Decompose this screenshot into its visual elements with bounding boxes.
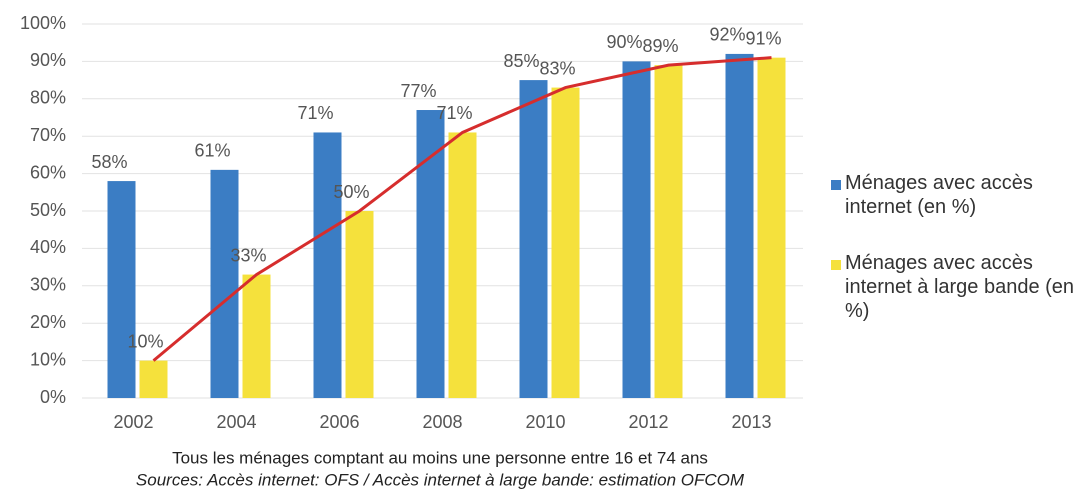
bar bbox=[107, 181, 136, 398]
bar bbox=[551, 87, 580, 398]
x-tick-label: 2004 bbox=[216, 412, 256, 432]
y-tick-label: 90% bbox=[30, 50, 66, 70]
value-label: 92% bbox=[709, 25, 745, 45]
y-tick-label: 40% bbox=[30, 237, 66, 257]
value-label: 71% bbox=[297, 103, 333, 123]
legend-swatch bbox=[831, 180, 841, 190]
bar bbox=[345, 211, 374, 398]
x-tick-label: 2013 bbox=[731, 412, 771, 432]
legend-label: Ménages avec accès internet (en %) bbox=[845, 172, 1033, 218]
value-label: 33% bbox=[230, 245, 266, 265]
x-tick-label: 2008 bbox=[422, 412, 462, 432]
bar bbox=[757, 57, 786, 398]
bar bbox=[519, 80, 548, 398]
y-tick-label: 0% bbox=[40, 387, 66, 407]
value-label: 89% bbox=[642, 36, 678, 56]
bar bbox=[313, 132, 342, 398]
legend-label: Ménages avec accès internet à large band… bbox=[845, 252, 1075, 322]
y-tick-label: 20% bbox=[30, 312, 66, 332]
value-label: 83% bbox=[539, 58, 575, 78]
value-label: 85% bbox=[503, 51, 539, 71]
value-label: 91% bbox=[745, 28, 781, 48]
bar bbox=[622, 61, 651, 399]
bar bbox=[416, 110, 445, 399]
y-tick-label: 10% bbox=[30, 349, 66, 369]
source: Sources: Accès internet: OFS / Accès int… bbox=[136, 470, 745, 489]
value-label: 50% bbox=[333, 182, 369, 202]
x-tick-label: 2002 bbox=[113, 412, 153, 432]
x-tick-label: 2006 bbox=[319, 412, 359, 432]
y-tick-label: 50% bbox=[30, 200, 66, 220]
value-label: 77% bbox=[400, 81, 436, 101]
y-tick-label: 60% bbox=[30, 162, 66, 182]
value-label: 58% bbox=[91, 152, 127, 172]
value-label: 10% bbox=[127, 331, 163, 351]
legend-entry: Ménages avec accès internet à large band… bbox=[845, 252, 1075, 322]
bar bbox=[725, 53, 754, 399]
bar bbox=[210, 169, 239, 398]
bar bbox=[242, 274, 271, 398]
value-label: 90% bbox=[606, 32, 642, 52]
note: Tous les ménages comptant au moins une p… bbox=[172, 448, 708, 467]
value-label: 71% bbox=[436, 103, 472, 123]
bar bbox=[448, 132, 477, 398]
y-tick-label: 80% bbox=[30, 88, 66, 108]
legend-swatch bbox=[831, 260, 841, 270]
y-tick-label: 70% bbox=[30, 125, 66, 145]
x-tick-label: 2010 bbox=[525, 412, 565, 432]
y-tick-label: 100% bbox=[20, 13, 66, 33]
y-tick-label: 30% bbox=[30, 275, 66, 295]
x-tick-label: 2012 bbox=[628, 412, 668, 432]
value-label: 61% bbox=[194, 141, 230, 161]
trend-line bbox=[152, 56, 772, 362]
legend-entry: Ménages avec accès internet (en %) bbox=[845, 172, 1033, 218]
bar bbox=[139, 360, 168, 398]
bar bbox=[654, 65, 683, 398]
